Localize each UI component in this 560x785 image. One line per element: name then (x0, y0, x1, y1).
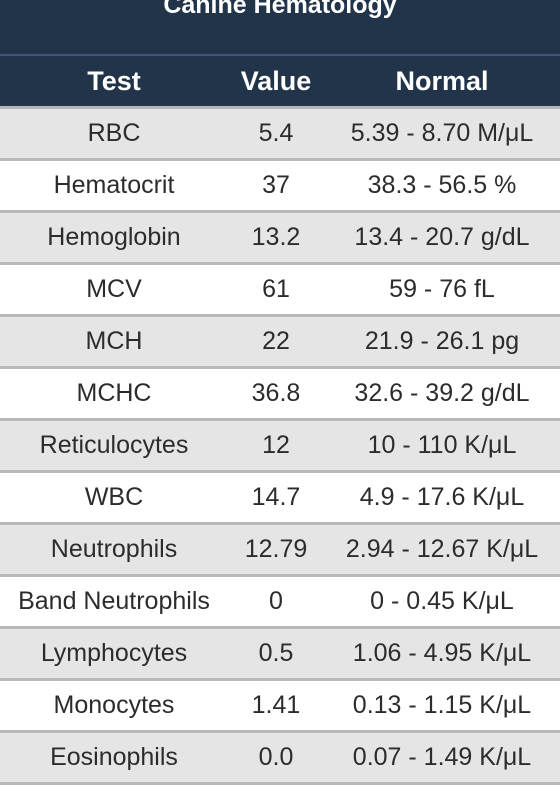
test-name-cell: Neutrophils (50, 535, 178, 563)
test-value-cell: 12.79 (244, 535, 308, 563)
test-value-cell: 61 (262, 275, 290, 303)
test-name-cell: WBC (84, 483, 144, 511)
page-title: Canine Hematology (0, 0, 560, 54)
hematology-table: Test Value Normal RBC 5.4 5.39 - 8.70 M/… (0, 56, 560, 785)
test-name-cell: Monocytes (53, 691, 175, 719)
normal-range-cell: 5.39 - 8.70 M/μL (350, 119, 534, 147)
test-name-cell: MCHC (76, 379, 152, 407)
test-value-cell: 36.8 (251, 379, 301, 407)
test-name-cell: MCH (85, 327, 143, 355)
table-row: MCH 22 21.9 - 26.1 pg (0, 317, 560, 369)
test-value-cell: 13.2 (251, 223, 301, 251)
title-divider (0, 54, 560, 56)
table-row: Band Neutrophils 0 0 - 0.45 K/μL (0, 577, 560, 629)
normal-range-cell: 4.9 - 17.6 K/μL (359, 483, 525, 511)
test-name-cell: Band Neutrophils (18, 587, 210, 615)
normal-range-cell: 59 - 76 fL (389, 275, 495, 303)
test-value-cell: 37 (262, 171, 290, 199)
test-value-cell: 22 (262, 327, 290, 355)
column-header-value: Value (240, 65, 312, 96)
test-name-cell: Lymphocytes (40, 639, 188, 667)
test-name-cell: MCV (86, 275, 142, 303)
test-value-cell: 5.4 (258, 119, 294, 147)
test-value-cell: 14.7 (251, 483, 301, 511)
test-value-cell: 0.5 (258, 639, 294, 667)
table-row: Neutrophils 12.79 2.94 - 12.67 K/μL (0, 525, 560, 577)
normal-range-cell: 0.13 - 1.15 K/μL (352, 691, 532, 719)
test-name-cell: Reticulocytes (39, 431, 189, 459)
column-header-test: Test (87, 65, 141, 96)
test-value-cell: 0.0 (258, 743, 294, 771)
normal-range-cell: 2.94 - 12.67 K/μL (345, 535, 539, 563)
normal-range-cell: 21.9 - 26.1 pg (364, 327, 520, 355)
column-header-normal: Normal (395, 65, 489, 96)
table-row: MCV 61 59 - 76 fL (0, 265, 560, 317)
table-row: Hemoglobin 13.2 13.4 - 20.7 g/dL (0, 213, 560, 265)
table-row: RBC 5.4 5.39 - 8.70 M/μL (0, 109, 560, 161)
normal-range-cell: 1.06 - 4.95 K/μL (352, 639, 532, 667)
table-row: Eosinophils 0.0 0.07 - 1.49 K/μL (0, 733, 560, 785)
test-name-cell: Eosinophils (50, 743, 178, 771)
normal-range-cell: 0 - 0.45 K/μL (370, 587, 514, 615)
test-value-cell: 12 (262, 431, 290, 459)
normal-range-cell: 13.4 - 20.7 g/dL (354, 223, 530, 251)
test-name-cell: RBC (87, 119, 141, 147)
test-value-cell: 1.41 (251, 691, 301, 719)
table-row: WBC 14.7 4.9 - 17.6 K/μL (0, 473, 560, 525)
table-row: Monocytes 1.41 0.13 - 1.15 K/μL (0, 681, 560, 733)
test-value-cell: 0 (269, 587, 283, 615)
normal-range-cell: 0.07 - 1.49 K/μL (352, 743, 532, 771)
table-row: MCHC 36.8 32.6 - 39.2 g/dL (0, 369, 560, 421)
normal-range-cell: 10 - 110 K/μL (367, 431, 517, 459)
table-header-row: Test Value Normal (0, 56, 560, 109)
table-row: Lymphocytes 0.5 1.06 - 4.95 K/μL (0, 629, 560, 681)
normal-range-cell: 38.3 - 56.5 % (367, 171, 517, 199)
normal-range-cell: 32.6 - 39.2 g/dL (354, 379, 530, 407)
test-name-cell: Hematocrit (53, 171, 175, 199)
table-row: Hematocrit 37 38.3 - 56.5 % (0, 161, 560, 213)
table-row: Reticulocytes 12 10 - 110 K/μL (0, 421, 560, 473)
test-name-cell: Hemoglobin (47, 223, 181, 251)
